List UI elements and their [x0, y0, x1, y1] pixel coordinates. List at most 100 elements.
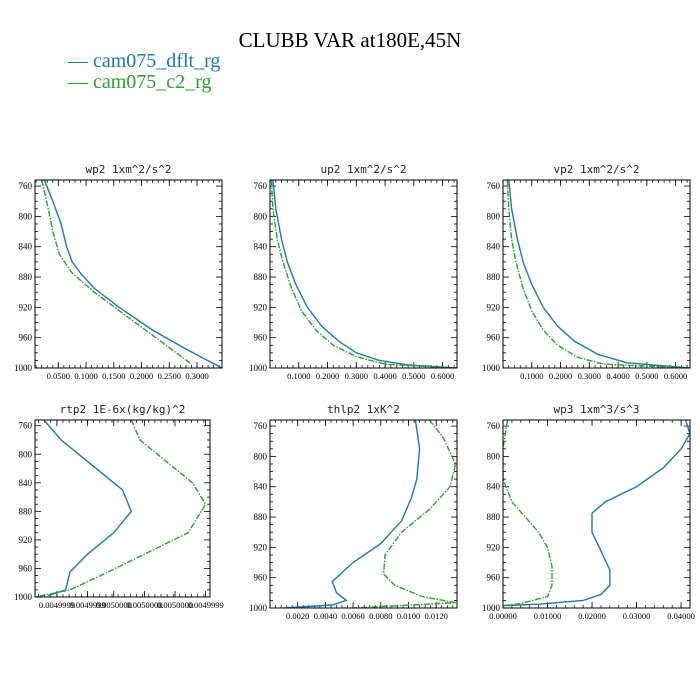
- x-tick-label: 0.2000: [549, 371, 572, 381]
- subplot-title: thlp2 1xK^2: [327, 403, 400, 416]
- subplot-5: thlp2 1xK^2 760 800 840 880 920 960 1000 0.0020 0…: [249, 403, 458, 621]
- subplot-frame: [502, 179, 691, 369]
- x-tick-label: 0.0049999: [39, 600, 75, 610]
- x-tick-label: 0.03000: [623, 611, 651, 621]
- y-tick-label: 800: [254, 451, 268, 461]
- y-tick-label: 960: [487, 573, 501, 583]
- subplot-3: vp2 1xm^2/s^2 760 800 840 880 920 960 1000 0.100…: [482, 163, 691, 381]
- x-tick-label: 0.00000: [489, 611, 517, 621]
- x-tick-label: 0.01000: [534, 611, 562, 621]
- legend-entry-dflt: — cam075_dflt_rg: [68, 50, 220, 73]
- subplot-title: rtp2 1E-6x(kg/kg)^2: [60, 403, 186, 416]
- series-line-c2: [506, 180, 690, 368]
- y-tick-label: 760: [487, 421, 501, 431]
- y-tick-label: 880: [19, 506, 33, 516]
- x-tick-label: 0.0040: [314, 611, 337, 621]
- y-tick-label: 840: [19, 242, 33, 252]
- subplot-title: wp2 1xm^2/s^2: [85, 163, 171, 176]
- x-tick-label: 0.0080: [369, 611, 392, 621]
- x-tick-label: 0.5000: [635, 371, 658, 381]
- x-tick-label: 0.2000: [130, 371, 153, 381]
- x-tick-label: 0.0050000: [126, 600, 162, 610]
- y-tick-label: 920: [487, 302, 501, 312]
- y-tick-label: 920: [19, 302, 33, 312]
- x-tick-label: 0.04000: [667, 611, 695, 621]
- y-tick-label: 1000: [482, 603, 501, 613]
- series-line-c2: [35, 420, 207, 597]
- y-tick-label: 760: [19, 421, 33, 431]
- y-tick-label: 760: [254, 181, 268, 191]
- series-line-dflt: [272, 180, 457, 368]
- y-tick-label: 960: [19, 563, 33, 573]
- y-tick-label: 840: [19, 478, 33, 488]
- series-line-c2: [270, 180, 457, 368]
- x-tick-label: 0.0050000: [157, 600, 193, 610]
- y-tick-label: 840: [254, 482, 268, 492]
- y-tick-label: 960: [254, 333, 268, 343]
- x-tick-label: 0.1000: [520, 371, 543, 381]
- legend-dash-c2: —: [68, 71, 88, 93]
- subplot-2: up2 1xm^2/s^2 760 800 840 880 920 960 1000 0.100…: [249, 163, 458, 381]
- y-tick-label: 800: [19, 449, 33, 459]
- x-tick-label: 0.2500: [158, 371, 181, 381]
- legend-label-c2: cam075_c2_rg: [93, 71, 212, 93]
- x-tick-label: 0.6000: [664, 371, 687, 381]
- y-tick-label: 1000: [14, 592, 33, 602]
- y-tick-label: 840: [487, 242, 501, 252]
- x-tick-label: 0.0100: [397, 611, 420, 621]
- legend-entry-c2: — cam075_c2_rg: [68, 71, 212, 94]
- chart-title: CLUBB VAR at180E,45N: [238, 28, 462, 52]
- y-tick-label: 760: [487, 181, 501, 191]
- subplot-4: rtp2 1E-6x(kg/kg)^2 760 800 840 880 920 960 100…: [14, 403, 224, 610]
- y-tick-label: 920: [254, 302, 268, 312]
- y-tick-label: 880: [19, 272, 33, 282]
- series-line-c2: [41, 180, 192, 365]
- series-line-c2: [353, 420, 457, 608]
- x-tick-label: 0.1000: [287, 371, 310, 381]
- x-tick-label: 0.0500: [47, 371, 70, 381]
- subplot-title: wp3 1xm^3/s^3: [553, 403, 639, 416]
- y-tick-label: 920: [254, 542, 268, 552]
- y-tick-label: 1000: [482, 363, 501, 373]
- y-tick-label: 960: [487, 333, 501, 343]
- subplot-frame: [34, 179, 223, 369]
- y-tick-label: 880: [254, 272, 268, 282]
- x-tick-label: 0.0049999: [188, 600, 224, 610]
- x-tick-label: 0.5000: [402, 371, 425, 381]
- series-line-dflt: [43, 180, 222, 368]
- x-tick-label: 0.2000: [316, 371, 339, 381]
- subplot-title: up2 1xm^2/s^2: [320, 163, 406, 176]
- y-tick-label: 920: [487, 542, 501, 552]
- series-line-dflt: [508, 180, 690, 368]
- y-tick-label: 880: [254, 512, 268, 522]
- y-tick-label: 880: [487, 512, 501, 522]
- y-tick-label: 760: [254, 421, 268, 431]
- subplot-1: wp2 1xm^2/s^2 760 800 840 880 920 960 1000 0.050…: [14, 163, 223, 381]
- x-tick-label: 0.0049999: [69, 600, 105, 610]
- y-tick-label: 840: [487, 482, 501, 492]
- legend-dash-dflt: —: [68, 50, 88, 72]
- y-tick-label: 800: [487, 211, 501, 221]
- x-tick-label: 0.4000: [606, 371, 629, 381]
- y-tick-label: 1000: [249, 603, 268, 613]
- x-tick-label: 0.0020: [286, 611, 309, 621]
- y-tick-label: 800: [254, 211, 268, 221]
- series-line-dflt: [43, 420, 133, 597]
- x-tick-label: 0.1000: [74, 371, 97, 381]
- x-tick-label: 0.1500: [102, 371, 125, 381]
- y-tick-label: 1000: [14, 363, 33, 373]
- subplot-6: wp3 1xm^3/s^3 760 800 840 880 920 960 10000.000…: [482, 403, 695, 621]
- legend-label-dflt: cam075_dflt_rg: [93, 50, 221, 72]
- y-tick-label: 960: [254, 573, 268, 583]
- y-tick-label: 760: [19, 181, 33, 191]
- x-tick-label: 0.02000: [578, 611, 606, 621]
- x-tick-label: 0.0060: [341, 611, 364, 621]
- y-tick-label: 920: [19, 535, 33, 545]
- x-tick-label: 0.3000: [185, 371, 208, 381]
- x-tick-label: 0.4000: [373, 371, 396, 381]
- x-tick-label: 0.0050000: [96, 600, 132, 610]
- y-tick-label: 1000: [249, 363, 268, 373]
- y-tick-label: 960: [19, 333, 33, 343]
- x-tick-label: 0.0120: [425, 611, 448, 621]
